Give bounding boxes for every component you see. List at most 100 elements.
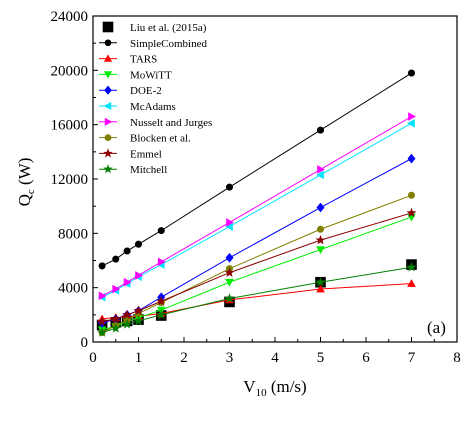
legend: Liu et al. (2015a) SimpleCombined TARS MoWi… [99, 21, 212, 176]
data-point [110, 313, 121, 324]
series-4 [97, 213, 416, 335]
x-tick-label: 4 [271, 350, 279, 366]
legend-item: Emmel [99, 148, 162, 160]
legend-marker [104, 134, 112, 141]
data-point [112, 255, 120, 263]
x-axis-title: V10 (m/s) [243, 377, 306, 399]
legend-marker [103, 71, 113, 79]
x-tick-label: 8 [453, 350, 461, 366]
y-tick-label: 8000 [58, 226, 88, 242]
data-point [407, 279, 416, 287]
axes: 0 1 2 3 4 5 6 7 8 0 4000 8000 12000 16000 20000 24000 [51, 9, 461, 366]
y-tick-label: 0 [81, 335, 89, 351]
data-point [156, 309, 167, 320]
data-point [316, 284, 325, 293]
data-point [112, 284, 121, 294]
data-point [110, 323, 121, 333]
legend-item: SimpleCombined [99, 38, 208, 50]
legend-item: Liu et al. (2015a) [102, 21, 207, 34]
data-point [225, 252, 234, 263]
y-tick-label: 12000 [51, 172, 89, 188]
legend-item: TARS [99, 54, 157, 66]
data-point [406, 262, 417, 272]
x-tick-label: 1 [135, 350, 143, 366]
legend-label: TARS [130, 54, 157, 66]
data-point [122, 319, 133, 329]
x-tick-label: 3 [226, 350, 234, 366]
legend-item: DOE-2 [99, 85, 162, 97]
legend-marker [104, 117, 113, 126]
data-point [133, 305, 144, 315]
y-axis-title: Qc (W) [15, 158, 37, 207]
series-2 [98, 69, 416, 270]
series-line [101, 216, 412, 331]
y-tick-label: 4000 [58, 281, 88, 297]
data-point [225, 278, 234, 287]
legend-label: SimpleCombined [130, 38, 208, 50]
data-point [98, 262, 106, 270]
data-point [316, 202, 325, 213]
legend-item: Nusselt and Jurges [99, 117, 212, 129]
legend-item: MoWiTT [99, 69, 172, 81]
panel-label: (a) [427, 318, 446, 337]
legend-label: Liu et al. (2015a) [130, 22, 207, 34]
legend-item: Mitchell [99, 164, 167, 176]
series-line [102, 283, 412, 320]
data-point [407, 69, 416, 77]
series-line [101, 158, 412, 324]
data-point [135, 271, 143, 280]
series-line [101, 266, 412, 333]
data-point [315, 276, 326, 287]
data-point [97, 327, 108, 337]
data-point [134, 240, 143, 248]
data-point [317, 165, 325, 174]
data-point [224, 293, 235, 303]
legend-label: Blocken et al. [130, 133, 191, 145]
data-point [406, 207, 417, 218]
plot-marks [96, 69, 417, 337]
legend-marker [103, 101, 112, 111]
data-point [224, 267, 235, 277]
data-point [407, 153, 416, 164]
x-tick-label: 7 [408, 350, 416, 366]
y-tick-label: 16000 [51, 118, 89, 134]
data-point [123, 277, 132, 287]
data-point [315, 234, 326, 245]
data-point [122, 309, 133, 320]
data-point [408, 112, 416, 121]
data-point [98, 291, 107, 301]
legend-item: McAdams [99, 101, 176, 113]
data-point [316, 225, 325, 233]
legend-label: DOE-2 [130, 85, 162, 97]
data-point [157, 257, 166, 267]
legend-marker [103, 54, 113, 62]
legend-label: McAdams [130, 101, 176, 113]
data-point [316, 246, 325, 255]
series-5 [98, 153, 416, 328]
data-point [123, 247, 131, 255]
data-point [226, 218, 234, 227]
legend-label: Mitchell [130, 164, 167, 176]
series-6 [97, 118, 415, 302]
data-point [156, 296, 167, 306]
y-tick-label: 24000 [51, 9, 89, 25]
data-point [225, 183, 234, 191]
legend-marker [102, 21, 114, 33]
data-point [407, 118, 415, 128]
y-tick-label: 20000 [51, 63, 89, 79]
x-tick-label: 5 [317, 350, 325, 366]
series-8 [98, 191, 416, 337]
data-point [316, 126, 325, 134]
x-tick-label: 6 [362, 350, 370, 366]
legend-item: Blocken et al. [99, 133, 191, 145]
data-point [133, 315, 144, 326]
legend-label: Emmel [130, 148, 162, 160]
x-tick-label: 0 [89, 350, 97, 366]
data-point [157, 227, 165, 235]
x-tick-label: 2 [180, 350, 188, 366]
series-9 [97, 207, 417, 326]
legend-marker [103, 148, 113, 158]
series-line [101, 194, 412, 333]
